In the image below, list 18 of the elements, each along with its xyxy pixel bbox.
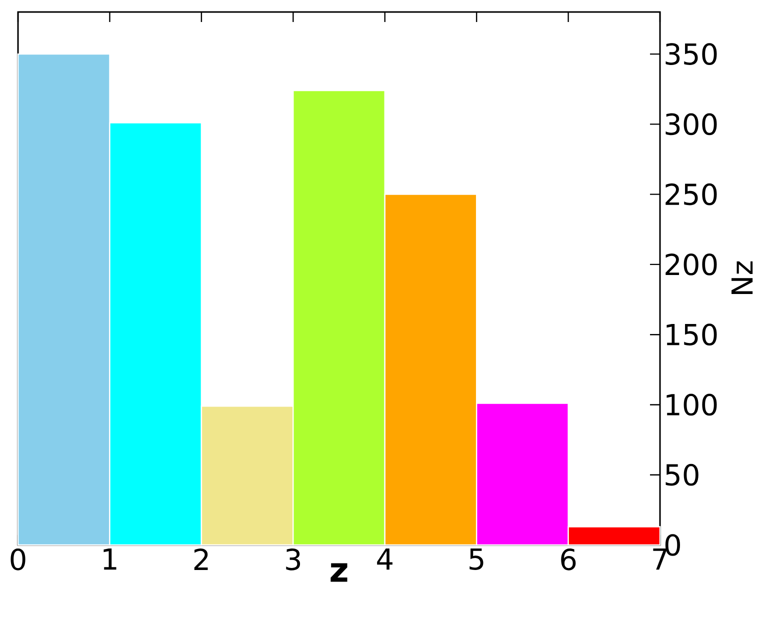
y-tick-label: 250 (666, 183, 717, 206)
x-tick-label: 0 (10, 548, 26, 570)
y-tick-label: 350 (666, 43, 717, 65)
x-tick-label: 4 (377, 548, 392, 570)
y-tick-label: 100 (666, 394, 717, 416)
y-tick-label: 150 (666, 324, 717, 346)
y-tick-label: 50 (666, 464, 698, 486)
x-tick-label: 3 (286, 548, 300, 570)
x-tick-label: 6 (561, 548, 576, 570)
x-tick-label: 5 (470, 548, 484, 570)
y-tick-label: 0 (665, 534, 680, 556)
y-axis-title: Nz (732, 261, 753, 294)
x-tick-label: 1 (104, 548, 116, 570)
x-axis-title: z (330, 563, 348, 582)
x-tick-label: 2 (194, 548, 208, 570)
y-tick-label: 200 (666, 254, 717, 276)
x-tick-label: 7 (653, 548, 667, 570)
y-tick-label: 300 (666, 113, 717, 136)
